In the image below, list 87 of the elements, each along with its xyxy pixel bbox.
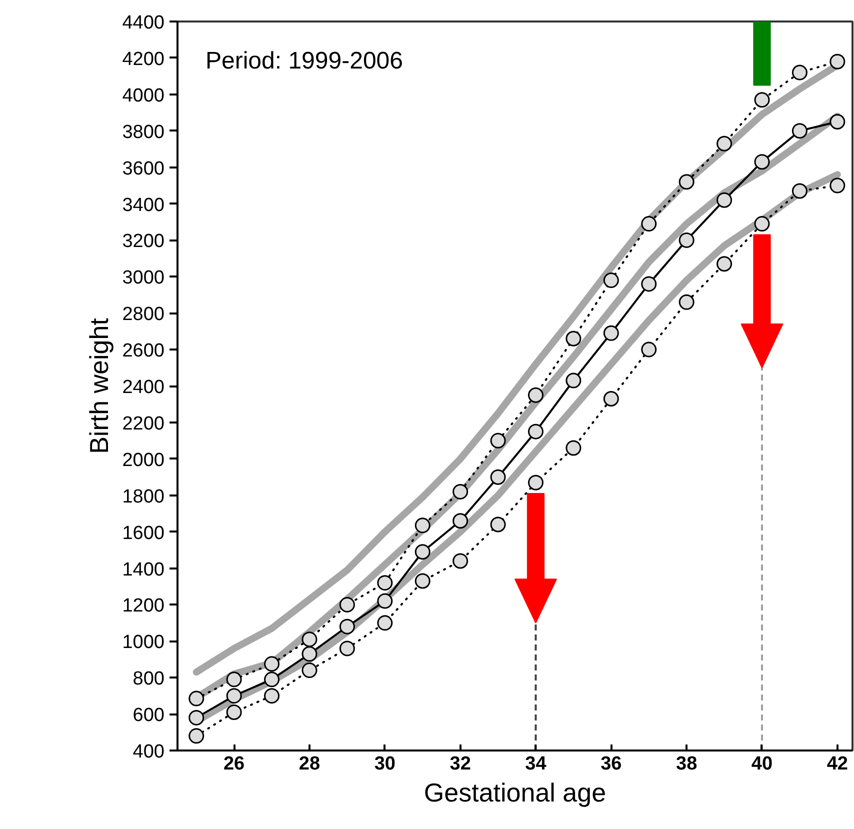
y-tick-label: 1600 xyxy=(122,522,165,544)
point xyxy=(377,575,393,591)
point xyxy=(452,484,468,500)
point xyxy=(188,710,204,726)
x-tick-label: 26 xyxy=(223,754,245,774)
y-axis-title: Birth weight xyxy=(84,317,114,454)
point xyxy=(716,192,732,208)
point xyxy=(528,387,544,403)
y-tick-label: 800 xyxy=(132,668,164,690)
point xyxy=(452,553,468,569)
y-tick-label: 1000 xyxy=(122,632,165,654)
point xyxy=(603,272,619,288)
y-tick-label: 2600 xyxy=(122,340,165,362)
point xyxy=(188,690,204,706)
point xyxy=(377,615,393,631)
annotation: Period: 1999-2006 xyxy=(206,48,403,74)
point xyxy=(188,728,204,744)
point xyxy=(678,294,694,310)
point xyxy=(226,672,242,688)
y-tick-label: 600 xyxy=(132,705,164,726)
point xyxy=(792,123,808,139)
y-tick-label: 3400 xyxy=(122,194,165,216)
y-tick-label: 2400 xyxy=(122,377,165,398)
point xyxy=(528,424,544,440)
point xyxy=(716,256,732,272)
point xyxy=(603,325,619,341)
point xyxy=(641,342,657,358)
point xyxy=(603,391,619,406)
point xyxy=(641,276,657,292)
point xyxy=(302,646,318,662)
y-tick-label: 1400 xyxy=(122,559,165,580)
x-tick-label: 42 xyxy=(826,754,848,774)
x-tick-label: 30 xyxy=(374,754,396,774)
point xyxy=(792,64,808,80)
point xyxy=(339,596,355,612)
y-tick-label: 2800 xyxy=(122,304,165,326)
point xyxy=(302,662,318,678)
point xyxy=(339,640,355,656)
point xyxy=(452,513,468,529)
point xyxy=(566,330,582,346)
point xyxy=(678,232,694,248)
point xyxy=(490,432,506,448)
point xyxy=(414,544,430,560)
point xyxy=(792,183,808,199)
y-tick-label: 1800 xyxy=(122,486,165,508)
y-tick-label: 400 xyxy=(132,742,164,762)
point xyxy=(830,114,846,130)
point xyxy=(264,672,280,688)
point xyxy=(226,704,242,720)
y-tick-label: 1200 xyxy=(122,596,165,617)
point xyxy=(302,632,318,648)
point xyxy=(716,136,732,152)
point xyxy=(566,440,582,456)
x-tick-label: 34 xyxy=(525,754,547,774)
point xyxy=(226,688,242,704)
point xyxy=(754,154,770,170)
x-tick-label: 28 xyxy=(298,754,320,774)
point xyxy=(830,54,846,70)
point xyxy=(414,573,430,589)
point xyxy=(414,518,430,534)
point xyxy=(641,216,657,232)
point xyxy=(490,469,506,485)
y-tick-label: 3600 xyxy=(122,158,165,180)
y-tick-label: 2000 xyxy=(122,450,165,471)
y-tick-label: 2200 xyxy=(122,413,165,434)
x-tick-label: 36 xyxy=(600,754,622,774)
y-tick-label: 4000 xyxy=(122,85,165,106)
point xyxy=(490,516,506,532)
point xyxy=(754,92,770,108)
y-tick-label: 4400 xyxy=(122,12,165,34)
y-tick-label: 3200 xyxy=(122,231,165,252)
point xyxy=(264,656,280,672)
point xyxy=(377,593,393,609)
point xyxy=(264,688,280,704)
point xyxy=(528,474,544,490)
y-tick-label: 4200 xyxy=(122,48,165,70)
x-tick-label: 32 xyxy=(450,754,471,774)
y-tick-label: 3800 xyxy=(122,122,165,143)
point xyxy=(339,618,355,634)
x-tick-label: 40 xyxy=(751,754,773,774)
x-tick-label: 38 xyxy=(676,754,698,774)
point xyxy=(830,178,846,194)
x-axis-title: Gestational age xyxy=(424,778,606,808)
point xyxy=(678,174,694,190)
point xyxy=(566,372,582,388)
y-tick-label: 3000 xyxy=(122,268,165,289)
point xyxy=(754,216,770,232)
